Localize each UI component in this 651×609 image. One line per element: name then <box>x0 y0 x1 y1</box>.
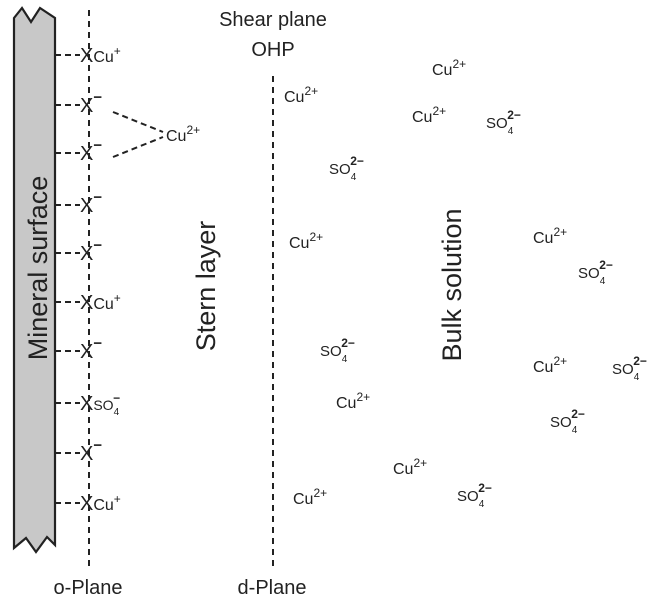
sulfate-ion: SO42− <box>578 258 613 287</box>
copper-ion: Cu2+ <box>336 390 370 412</box>
copper-ion: Cu2+ <box>412 104 446 126</box>
site-charge: − <box>93 89 102 106</box>
site-symbol: X <box>80 95 93 117</box>
bridge-line-lower <box>112 136 164 158</box>
bridged-cu-ion: Cu2+ <box>166 123 200 145</box>
site-symbol: X <box>80 341 93 363</box>
sulfate-ion: SO42− <box>550 407 585 436</box>
site-charge: − <box>93 189 102 206</box>
stern-layer-label: Stern layer <box>191 221 221 352</box>
surface-site: X− <box>80 237 102 265</box>
site-ion-charge: − <box>113 391 120 405</box>
site-symbol: X <box>80 443 93 465</box>
solution-ions: Cu2+ SO42− Cu2+ SO42− Cu2+ Cu2+ Cu2+ SO42− Cu2+ S… <box>284 57 647 510</box>
site-ion-subscript: 4 <box>114 407 120 418</box>
site-connectors <box>55 54 80 504</box>
site-charge: − <box>93 437 102 454</box>
copper-ion: Cu2+ <box>284 84 318 106</box>
site-symbol: X <box>80 143 93 165</box>
site-ion: SO <box>93 397 113 413</box>
sulfate-ion: SO42− <box>329 154 364 183</box>
site-symbol: X <box>80 493 93 515</box>
d-plane-label: d-Plane <box>238 577 307 599</box>
site-ion: Cu <box>93 497 113 514</box>
surface-site: XSO4 − <box>80 391 120 418</box>
surface-site: XCu+ <box>80 291 121 314</box>
site-charge: − <box>93 237 102 254</box>
copper-ion: Cu2+ <box>533 354 567 376</box>
surface-site: XCu+ <box>80 44 121 67</box>
site-charge: − <box>93 335 102 352</box>
mineral-surface-slab <box>12 6 57 554</box>
copper-ion: Cu2+ <box>533 225 567 247</box>
site-symbol: X <box>80 393 93 415</box>
site-ion-charge: + <box>114 291 121 305</box>
site-symbol: X <box>80 292 93 314</box>
o-plane-label: o-Plane <box>54 577 123 599</box>
copper-ion: Cu2+ <box>293 486 327 508</box>
sulfate-ion: SO42− <box>457 481 492 510</box>
mineral-surface-label: Mineral surface <box>23 176 53 361</box>
site-ion-charge: + <box>114 44 121 58</box>
surface-site: X− <box>80 189 102 217</box>
sulfate-ion: SO42− <box>486 108 521 137</box>
sulfate-ion: SO42− <box>320 336 355 365</box>
site-ion-charge: + <box>114 492 121 506</box>
surface-site: X− <box>80 335 102 363</box>
surface-site: X− <box>80 137 102 165</box>
site-symbol: X <box>80 45 93 67</box>
shear-plane-label: Shear plane <box>219 9 327 31</box>
ohp-label: OHP <box>251 39 294 61</box>
surface-sites: XCu+X−X−X−X−XCu+X−XSO4−X−XCu+ <box>80 44 121 515</box>
sulfate-ion: SO42− <box>612 354 647 383</box>
site-charge: − <box>93 137 102 154</box>
bulk-solution-label: Bulk solution <box>437 208 467 361</box>
site-symbol: X <box>80 243 93 265</box>
surface-site: XCu+ <box>80 492 121 515</box>
bridge-line-upper <box>112 111 164 133</box>
surface-site: X− <box>80 89 102 117</box>
copper-ion: Cu2+ <box>432 57 466 79</box>
copper-ion: Cu2+ <box>289 230 323 252</box>
copper-ion: Cu2+ <box>393 456 427 478</box>
surface-site: X− <box>80 437 102 465</box>
site-ion: Cu <box>93 49 113 66</box>
site-symbol: X <box>80 195 93 217</box>
site-ion: Cu <box>93 296 113 313</box>
